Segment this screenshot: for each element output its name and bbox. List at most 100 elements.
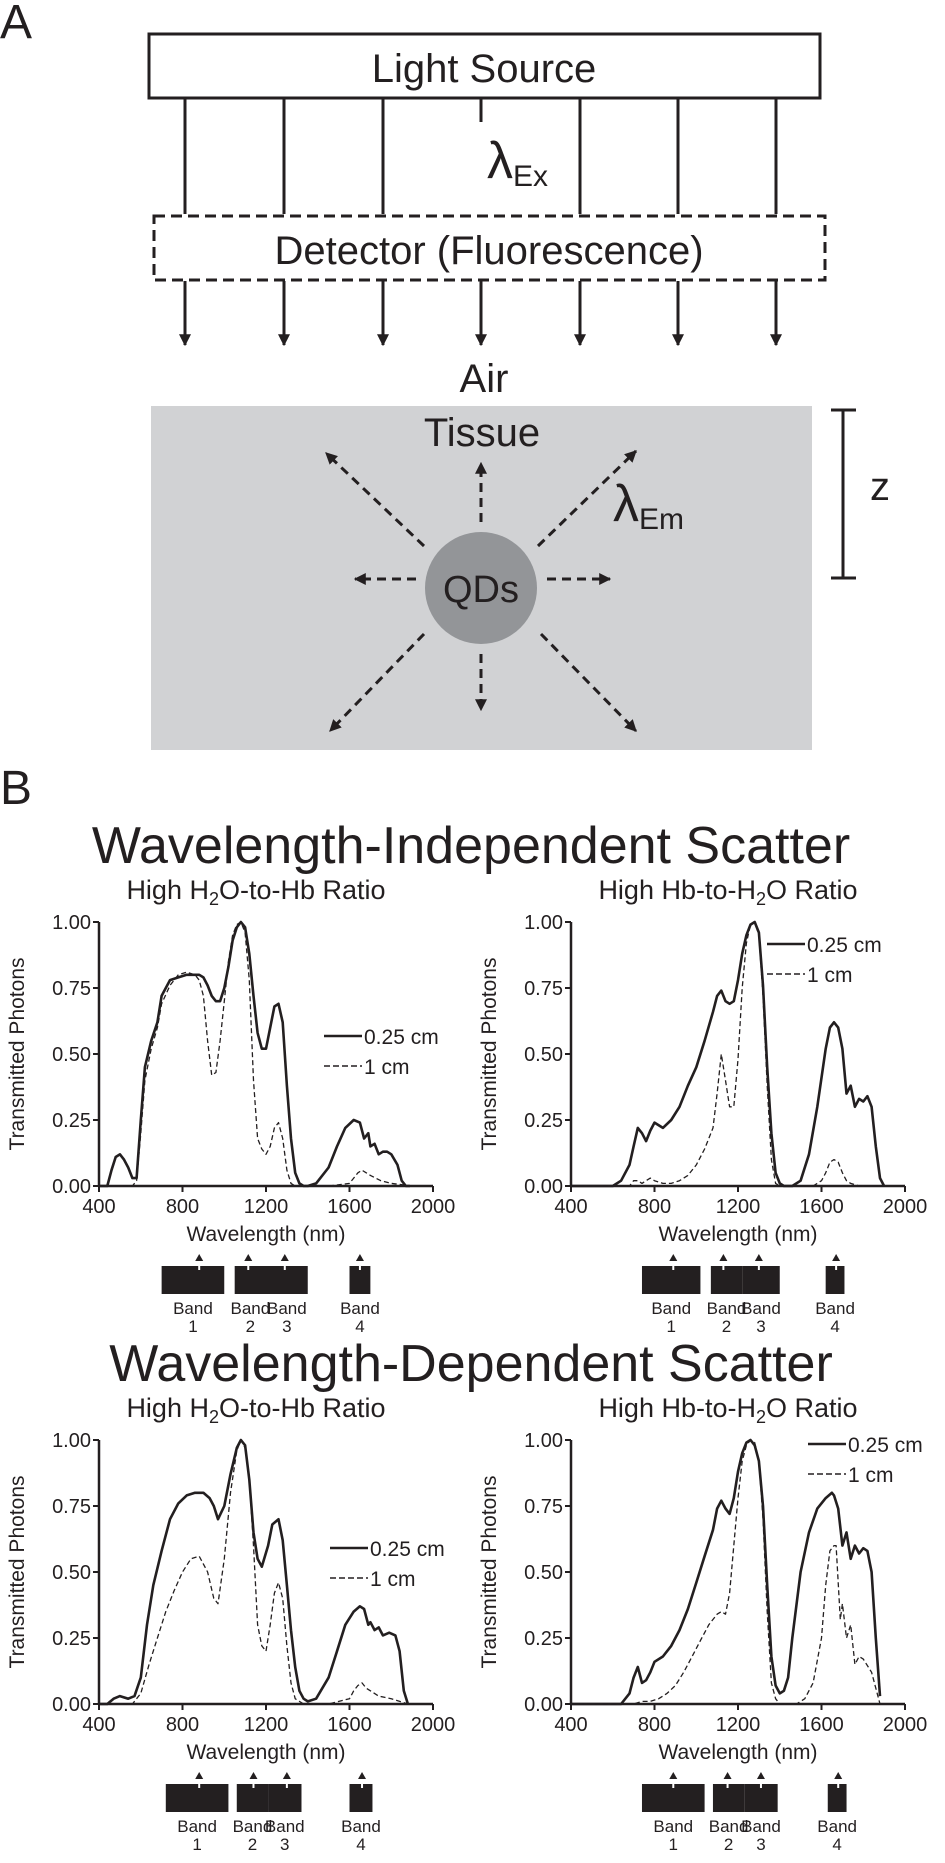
series-line-025cm: [99, 1438, 410, 1706]
x-tick-label: 800: [638, 1196, 671, 1218]
band-peak-arrow: [280, 1254, 289, 1261]
charts: High H2O-to-Hb Ratio 0.00 0.25 0.50 0.75 1.00…: [6, 875, 927, 1854]
chart-title: High Hb-to-H2O Ratio: [598, 875, 857, 909]
y-tick-label: 0.75: [52, 1496, 91, 1518]
y-tick-label: 0.75: [524, 1496, 563, 1518]
band-label: Band: [741, 1817, 781, 1836]
legend-label: 1 cm: [848, 1464, 894, 1487]
z-label: z: [870, 465, 890, 509]
series-line-025cm: [99, 920, 410, 1188]
x-tick-label: 400: [82, 1714, 115, 1736]
band-peak-arrow: [195, 1772, 204, 1779]
band-number: 3: [282, 1317, 291, 1336]
y-tick-label: 0.00: [52, 1176, 91, 1198]
band-number: 3: [756, 1835, 765, 1854]
band-label: Band: [815, 1299, 855, 1318]
band-label: Band: [233, 1817, 273, 1836]
chart-title: High H2O-to-Hb Ratio: [126, 875, 385, 909]
panel-a-label: A: [0, 0, 32, 49]
band-peak-arrow: [756, 1772, 765, 1779]
y-axis-label: Transmitted Photons: [6, 958, 29, 1151]
excitation-lines: [183, 98, 778, 214]
band-peak-arrow: [669, 1772, 678, 1779]
band-rect: [165, 1784, 229, 1812]
emission-arrows: [324, 449, 638, 733]
x-tick-label: 1200: [244, 1714, 289, 1736]
band-peak-arrow: [355, 1254, 364, 1261]
x-tick-label: 2000: [883, 1196, 928, 1218]
band-peak-arrow: [719, 1254, 728, 1261]
band-number: 1: [188, 1317, 197, 1336]
y-tick-label: 1.00: [524, 1430, 563, 1452]
x-tick-label: 400: [554, 1196, 587, 1218]
band-rect: [825, 1266, 845, 1294]
y-axis-label: Transmitted Photons: [478, 1476, 501, 1669]
lambda-em-symbol: λEm: [613, 475, 684, 536]
air-label: Air: [460, 357, 509, 401]
band-peak-arrow: [195, 1254, 204, 1261]
band-number: 2: [246, 1317, 255, 1336]
y-tick-label: 0.00: [52, 1694, 91, 1716]
band-label: Band: [340, 1299, 380, 1318]
series-line-1cm: [571, 921, 885, 1187]
y-tick-label: 0.25: [524, 1628, 563, 1650]
series-line-1cm: [99, 921, 413, 1187]
band-rect: [827, 1784, 847, 1812]
band-label: Band: [230, 1299, 270, 1318]
band-label: Band: [653, 1817, 693, 1836]
detector-box: [152, 214, 827, 282]
band-rect: [349, 1266, 371, 1294]
band-peak-arrow: [358, 1772, 367, 1779]
x-axis-label: Wavelength (nm): [186, 1741, 345, 1764]
y-tick-label: 1.00: [52, 1430, 91, 1452]
light-source-label: Light Source: [372, 47, 597, 91]
x-axis-label: Wavelength (nm): [186, 1223, 345, 1246]
y-tick-label: 0.50: [52, 1044, 91, 1066]
y-tick-label: 1.00: [52, 912, 91, 934]
band-label: Band: [173, 1299, 213, 1318]
band-number: 2: [722, 1317, 731, 1336]
x-tick-label: 1200: [716, 1714, 761, 1736]
lambda-ex-symbol: λEx: [487, 132, 548, 193]
light-source-box: [147, 32, 822, 100]
band-number: 2: [248, 1835, 257, 1854]
band-number: 4: [355, 1317, 364, 1336]
band-rect: [234, 1266, 266, 1294]
x-tick-label: 1600: [327, 1714, 372, 1736]
legend-label: 1 cm: [370, 1568, 416, 1591]
x-tick-label: 800: [638, 1714, 671, 1736]
legend-label: 0.25 cm: [848, 1434, 923, 1457]
y-tick-label: 0.75: [52, 978, 91, 1000]
band-label: Band: [817, 1817, 857, 1836]
legend-label: 0.25 cm: [364, 1026, 439, 1049]
panel-a-diagram: A Light Source λEx Detector (Fluorescenc…: [0, 0, 890, 750]
band-label: Band: [707, 1299, 747, 1318]
x-tick-label: 1200: [244, 1196, 289, 1218]
x-tick-label: 2000: [411, 1196, 456, 1218]
band-rect: [744, 1784, 778, 1812]
x-tick-label: 1600: [327, 1196, 372, 1218]
band-number: 4: [830, 1317, 839, 1336]
band-number: 1: [192, 1835, 201, 1854]
band-rect: [710, 1266, 743, 1294]
section-title-dependent: Wavelength-Dependent Scatter: [109, 1335, 833, 1393]
band-number: 1: [666, 1317, 675, 1336]
series-line-025cm: [571, 1438, 882, 1706]
qds-circle: [425, 532, 537, 644]
y-tick-label: 0.50: [52, 1562, 91, 1584]
y-tick-label: 0.25: [52, 1628, 91, 1650]
x-tick-label: 400: [554, 1714, 587, 1736]
band-peak-arrow: [669, 1254, 678, 1261]
x-tick-label: 1600: [799, 1196, 844, 1218]
band-label: Band: [341, 1817, 381, 1836]
series-line-025cm: [571, 920, 886, 1188]
chart-title: High H2O-to-Hb Ratio: [126, 1393, 385, 1427]
x-tick-label: 800: [166, 1714, 199, 1736]
band-peak-arrow: [723, 1772, 732, 1779]
y-tick-label: 0.25: [52, 1110, 91, 1132]
chart-title: High Hb-to-H2O Ratio: [598, 1393, 857, 1427]
legend-label: 0.25 cm: [807, 934, 882, 957]
band-rect: [266, 1266, 308, 1294]
x-tick-label: 400: [82, 1196, 115, 1218]
